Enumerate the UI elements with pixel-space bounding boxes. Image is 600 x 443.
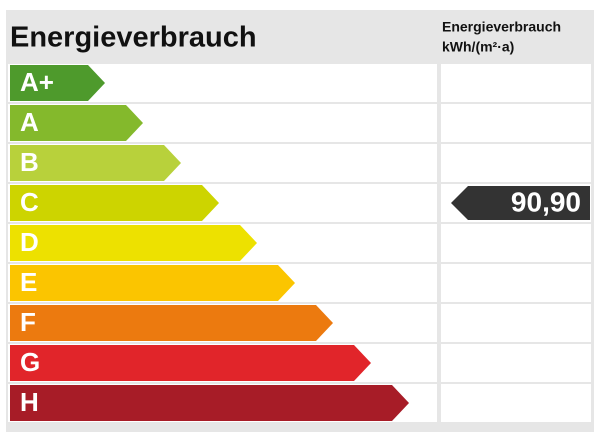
class-label: H [20, 387, 39, 417]
class-arrow [10, 305, 333, 341]
value-cell [441, 104, 591, 142]
class-arrow [10, 345, 371, 381]
class-label: B [20, 147, 39, 177]
value-cell [441, 344, 591, 382]
value-cell [441, 64, 591, 102]
class-label: D [20, 227, 39, 257]
class-arrow [10, 225, 257, 261]
class-arrow [10, 105, 143, 141]
class-label: C [20, 187, 39, 217]
value-cell [441, 384, 591, 422]
value-cell [441, 264, 591, 302]
value-label: 90,90 [511, 186, 581, 217]
class-label: F [20, 307, 36, 337]
class-arrow [10, 65, 105, 101]
unit: kWh/(m²·a) [442, 39, 514, 55]
value-indicator [451, 186, 590, 220]
class-arrow [10, 185, 219, 221]
title: Energieverbrauch [10, 22, 257, 54]
class-label: G [20, 347, 40, 377]
value-cell [441, 224, 591, 262]
class-label: E [20, 267, 37, 297]
class-label: A+ [20, 67, 54, 97]
class-label: A [20, 107, 39, 137]
value-cell [441, 144, 591, 182]
class-arrow [10, 385, 409, 421]
value-cell [441, 304, 591, 342]
class-arrow [10, 265, 295, 301]
unit-title: Energieverbrauch [442, 19, 561, 35]
class-arrow [10, 145, 181, 181]
